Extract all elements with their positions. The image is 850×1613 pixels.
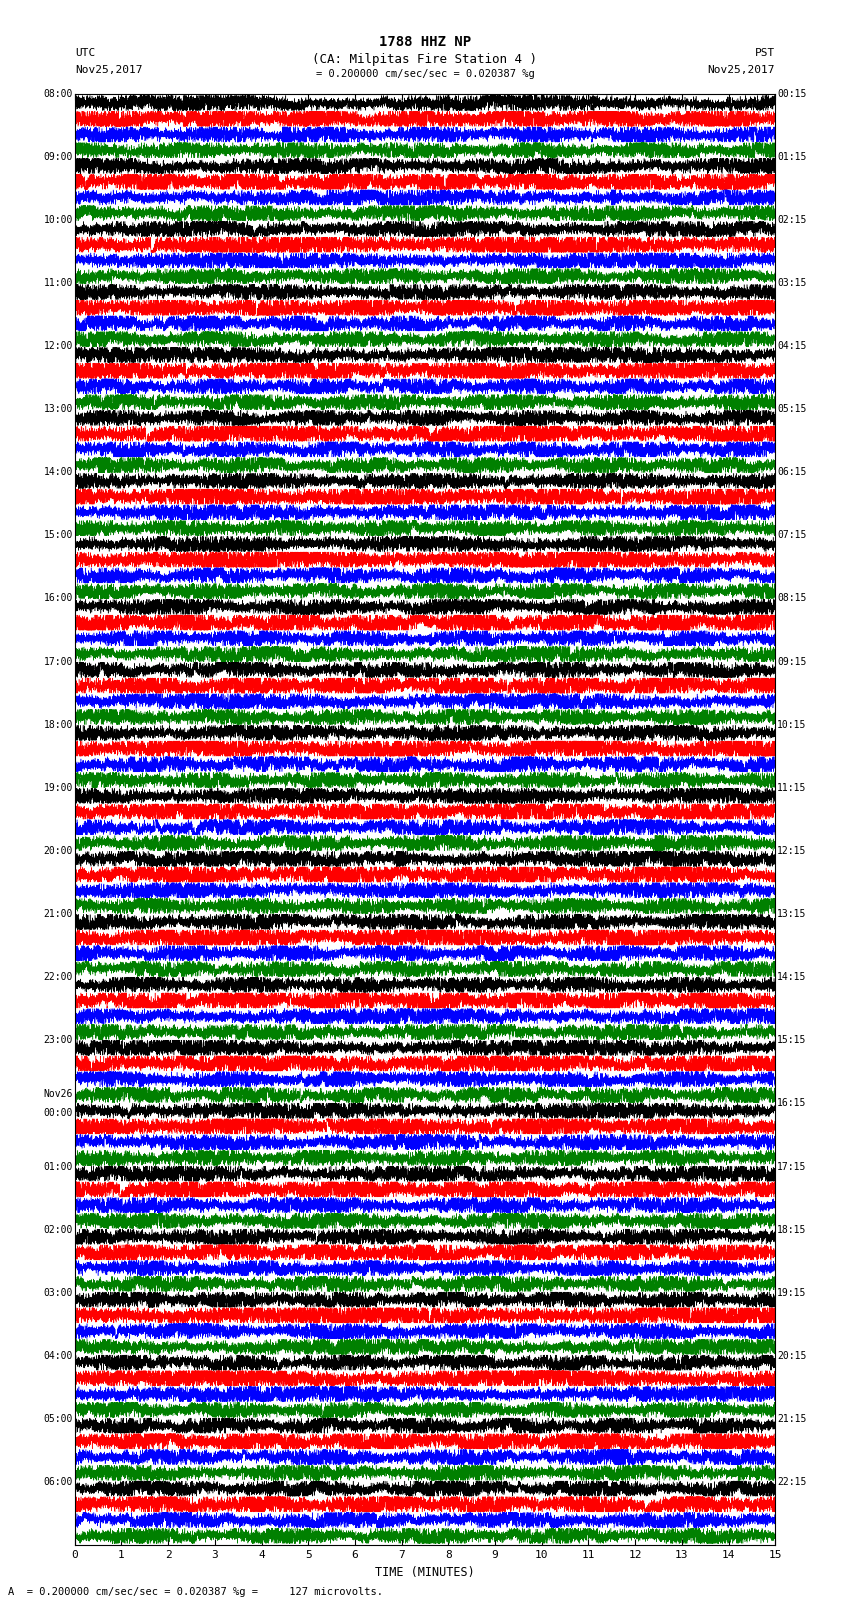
Text: 14:00: 14:00	[43, 468, 73, 477]
Text: Nov26: Nov26	[43, 1089, 73, 1098]
Text: 02:15: 02:15	[777, 215, 807, 224]
Text: 18:15: 18:15	[777, 1224, 807, 1234]
Text: 07:15: 07:15	[777, 531, 807, 540]
Text: 12:15: 12:15	[777, 845, 807, 857]
Text: 19:00: 19:00	[43, 782, 73, 794]
Text: 13:00: 13:00	[43, 405, 73, 415]
Text: 12:00: 12:00	[43, 340, 73, 352]
Text: A  = 0.200000 cm/sec/sec = 0.020387 %g =     127 microvolts.: A = 0.200000 cm/sec/sec = 0.020387 %g = …	[8, 1587, 383, 1597]
Text: 10:00: 10:00	[43, 215, 73, 224]
Text: 16:15: 16:15	[777, 1098, 807, 1108]
Text: 02:00: 02:00	[43, 1224, 73, 1234]
Text: 22:15: 22:15	[777, 1478, 807, 1487]
Text: 22:00: 22:00	[43, 973, 73, 982]
Text: 01:15: 01:15	[777, 152, 807, 161]
Text: 06:15: 06:15	[777, 468, 807, 477]
Text: (CA: Milpitas Fire Station 4 ): (CA: Milpitas Fire Station 4 )	[313, 53, 537, 66]
Text: 1788 HHZ NP: 1788 HHZ NP	[379, 35, 471, 50]
Text: 20:00: 20:00	[43, 845, 73, 857]
Text: 13:15: 13:15	[777, 910, 807, 919]
Text: 11:15: 11:15	[777, 782, 807, 794]
Text: 06:00: 06:00	[43, 1478, 73, 1487]
Text: 21:15: 21:15	[777, 1415, 807, 1424]
Text: 09:00: 09:00	[43, 152, 73, 161]
Text: Nov25,2017: Nov25,2017	[75, 65, 142, 74]
Text: 03:15: 03:15	[777, 277, 807, 287]
Text: 08:00: 08:00	[43, 89, 73, 98]
Text: 17:15: 17:15	[777, 1161, 807, 1171]
Text: 04:00: 04:00	[43, 1352, 73, 1361]
Text: 11:00: 11:00	[43, 277, 73, 287]
Text: 16:00: 16:00	[43, 594, 73, 603]
Text: 14:15: 14:15	[777, 973, 807, 982]
Text: 23:00: 23:00	[43, 1036, 73, 1045]
Text: 18:00: 18:00	[43, 719, 73, 729]
Text: 00:00: 00:00	[43, 1108, 73, 1118]
Text: 10:15: 10:15	[777, 719, 807, 729]
X-axis label: TIME (MINUTES): TIME (MINUTES)	[375, 1566, 475, 1579]
Text: 05:00: 05:00	[43, 1415, 73, 1424]
Text: PST: PST	[755, 48, 775, 58]
Text: 20:15: 20:15	[777, 1352, 807, 1361]
Text: Nov25,2017: Nov25,2017	[708, 65, 775, 74]
Text: 09:15: 09:15	[777, 656, 807, 666]
Text: 05:15: 05:15	[777, 405, 807, 415]
Text: 15:15: 15:15	[777, 1036, 807, 1045]
Text: 15:00: 15:00	[43, 531, 73, 540]
Text: 19:15: 19:15	[777, 1287, 807, 1298]
Text: 08:15: 08:15	[777, 594, 807, 603]
Text: 04:15: 04:15	[777, 340, 807, 352]
Text: 00:15: 00:15	[777, 89, 807, 98]
Text: 21:00: 21:00	[43, 910, 73, 919]
Text: 03:00: 03:00	[43, 1287, 73, 1298]
Text: UTC: UTC	[75, 48, 95, 58]
Text: = 0.200000 cm/sec/sec = 0.020387 %g: = 0.200000 cm/sec/sec = 0.020387 %g	[315, 69, 535, 79]
Text: 17:00: 17:00	[43, 656, 73, 666]
Text: 01:00: 01:00	[43, 1161, 73, 1171]
